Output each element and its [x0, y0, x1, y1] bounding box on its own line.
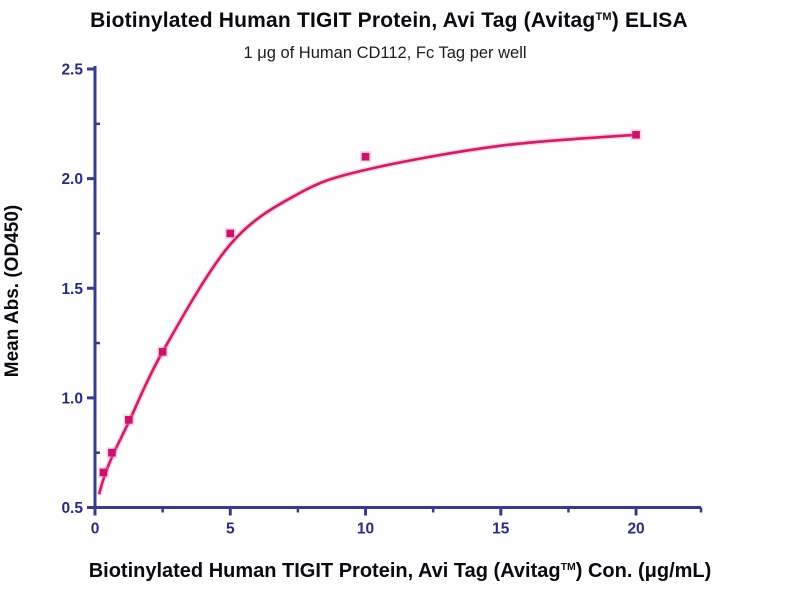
data-point-marker	[108, 448, 116, 457]
x-axis-label: Biotinylated Human TIGIT Protein, Avi Ta…	[0, 560, 800, 583]
x-tick-label: 20	[627, 521, 644, 538]
x-tick-label: 10	[357, 521, 374, 538]
data-point-marker	[632, 130, 640, 139]
y-tick-label: 0.5	[61, 500, 83, 517]
chart-subtitle: 1 μg of Human CD112, Fc Tag per well	[243, 44, 527, 62]
data-point-marker	[361, 152, 370, 161]
x-tick-label: 0	[91, 521, 100, 538]
fit-curve-line	[97, 133, 637, 495]
data-point-marker	[99, 468, 108, 477]
data-point-marker	[226, 229, 235, 238]
y-tick-label: 2.0	[61, 171, 83, 188]
x-axis-label-suffix: ) Con. (μg/mL)	[575, 560, 712, 582]
chart-title-suffix: ) ELISA	[611, 9, 688, 32]
x-axis-label-text: Biotinylated Human TIGIT Protein, Avi Ta…	[88, 560, 561, 582]
trademark-superscript: TM	[560, 561, 576, 573]
y-tick-label: 2.5	[61, 62, 83, 79]
fit-curve-halo	[96, 132, 637, 496]
x-tick-label: 5	[226, 521, 235, 538]
y-tick-label: 1.0	[61, 390, 83, 407]
data-point-marker	[158, 348, 167, 356]
chart-title: Biotinylated Human TIGIT Protein, Avi Ta…	[0, 9, 778, 33]
trademark-superscript: TM	[595, 11, 612, 23]
data-point-marker	[125, 416, 133, 424]
y-tick-label: 1.5	[61, 281, 83, 298]
x-tick-label: 15	[492, 521, 510, 538]
chart-title-text: Biotinylated Human TIGIT Protein, Avi Ta…	[90, 9, 596, 32]
